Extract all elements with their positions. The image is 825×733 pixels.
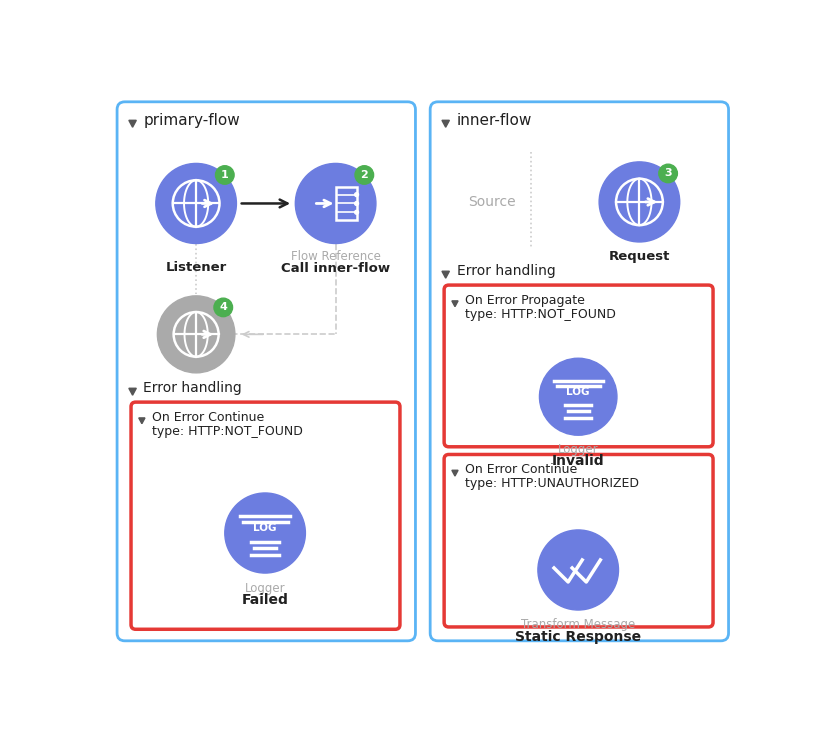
- Text: Request: Request: [609, 251, 670, 263]
- Text: LOG: LOG: [567, 387, 590, 397]
- Circle shape: [355, 193, 359, 196]
- Text: On Error Continue: On Error Continue: [152, 411, 264, 424]
- Polygon shape: [139, 418, 145, 424]
- Circle shape: [215, 166, 234, 184]
- Polygon shape: [442, 120, 450, 128]
- Circle shape: [355, 210, 359, 214]
- Text: Transform Message: Transform Message: [521, 619, 635, 632]
- Text: Invalid: Invalid: [552, 454, 605, 468]
- Polygon shape: [452, 301, 458, 306]
- Text: 3: 3: [664, 169, 672, 178]
- Text: 2: 2: [361, 170, 368, 180]
- Text: type: HTTP:UNAUTHORIZED: type: HTTP:UNAUTHORIZED: [465, 477, 639, 490]
- Circle shape: [599, 162, 680, 242]
- FancyBboxPatch shape: [444, 454, 713, 627]
- Text: Logger: Logger: [245, 581, 285, 594]
- Circle shape: [540, 358, 617, 435]
- Text: Flow Reference: Flow Reference: [290, 250, 380, 262]
- Circle shape: [214, 298, 233, 317]
- Text: type: HTTP:NOT_FOUND: type: HTTP:NOT_FOUND: [465, 308, 616, 321]
- Polygon shape: [129, 388, 136, 395]
- Text: Logger: Logger: [558, 443, 598, 456]
- Circle shape: [659, 164, 677, 183]
- Polygon shape: [452, 471, 458, 476]
- Text: LOG: LOG: [253, 523, 277, 533]
- Text: 1: 1: [221, 170, 229, 180]
- FancyBboxPatch shape: [117, 102, 416, 641]
- Text: 4: 4: [219, 303, 227, 312]
- Text: Source: Source: [469, 195, 516, 209]
- Text: Failed: Failed: [242, 593, 289, 607]
- FancyBboxPatch shape: [131, 402, 400, 629]
- Polygon shape: [442, 271, 450, 278]
- Polygon shape: [129, 120, 136, 128]
- FancyBboxPatch shape: [430, 102, 728, 641]
- Circle shape: [355, 166, 374, 184]
- FancyBboxPatch shape: [444, 285, 713, 447]
- Text: On Error Continue: On Error Continue: [465, 463, 578, 476]
- Circle shape: [224, 493, 305, 573]
- Text: inner-flow: inner-flow: [456, 113, 532, 128]
- Circle shape: [156, 163, 237, 243]
- Text: Static Response: Static Response: [515, 630, 641, 644]
- Text: type: HTTP:NOT_FOUND: type: HTTP:NOT_FOUND: [152, 425, 303, 438]
- Circle shape: [538, 530, 619, 610]
- Text: Error handling: Error handling: [144, 381, 243, 395]
- Text: Call inner-flow: Call inner-flow: [281, 262, 390, 275]
- Text: Error handling: Error handling: [456, 264, 555, 279]
- Text: primary-flow: primary-flow: [144, 113, 240, 128]
- Text: Listener: Listener: [166, 261, 227, 274]
- Circle shape: [295, 163, 376, 243]
- Text: On Error Propagate: On Error Propagate: [465, 294, 585, 307]
- Circle shape: [355, 202, 359, 205]
- Circle shape: [158, 296, 235, 373]
